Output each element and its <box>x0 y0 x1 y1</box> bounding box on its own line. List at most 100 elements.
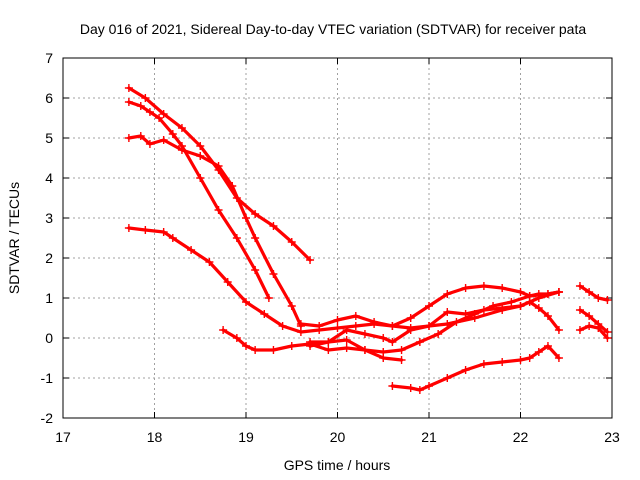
data-point-marker <box>516 288 525 296</box>
data-point-marker <box>219 326 228 334</box>
data-point-marker <box>124 98 133 106</box>
data-point-marker <box>498 284 507 292</box>
series-line <box>390 344 561 392</box>
y-tick-label: 2 <box>45 250 53 266</box>
data-point-marker <box>554 354 563 362</box>
series-line <box>578 324 610 340</box>
y-tick-label: 7 <box>45 50 53 66</box>
data-point-marker <box>406 326 415 334</box>
series-track-5 <box>219 288 563 356</box>
series-track-12 <box>575 322 612 342</box>
x-tick-label: 23 <box>604 429 620 445</box>
data-point-marker <box>214 206 223 214</box>
data-point-marker <box>287 342 296 350</box>
x-tick-label: 19 <box>238 429 254 445</box>
data-point-marker <box>145 140 154 148</box>
data-point-marker <box>333 324 342 332</box>
grid-lines <box>63 58 612 418</box>
series-track-6 <box>296 282 563 330</box>
data-point-marker <box>525 354 534 362</box>
data-point-marker <box>287 238 296 246</box>
data-point-marker <box>534 348 543 356</box>
data-point-marker <box>136 132 145 140</box>
data-point-marker <box>141 94 150 102</box>
data-point-marker <box>603 334 612 342</box>
axis-ticks <box>62 57 613 419</box>
x-tick-label: 18 <box>147 429 163 445</box>
data-point-marker <box>585 288 594 296</box>
data-series <box>124 84 612 394</box>
data-point-marker <box>251 210 260 218</box>
data-point-marker <box>196 152 205 160</box>
data-point-marker <box>251 346 260 354</box>
data-point-marker <box>306 256 315 264</box>
data-point-marker <box>242 342 250 350</box>
data-point-marker <box>260 310 269 318</box>
data-point-marker <box>461 366 470 374</box>
data-point-marker <box>388 382 397 390</box>
data-point-marker <box>543 312 552 320</box>
data-point-marker <box>141 226 150 234</box>
data-point-marker <box>415 338 424 346</box>
x-tick-label: 20 <box>330 429 346 445</box>
data-point-marker <box>324 346 333 354</box>
data-point-marker <box>479 282 488 290</box>
series-track-1 <box>124 84 315 264</box>
data-point-marker <box>159 136 168 144</box>
data-point-marker <box>205 258 214 266</box>
data-point-marker <box>269 222 278 230</box>
data-point-marker <box>177 146 186 154</box>
data-point-marker <box>177 124 186 132</box>
data-point-marker <box>585 312 594 320</box>
data-point-marker <box>479 360 488 368</box>
data-point-marker <box>370 318 379 326</box>
data-point-marker <box>232 334 241 342</box>
data-point-marker <box>232 234 241 242</box>
y-axis-label: SDTVAR / TECUs <box>6 182 22 294</box>
series-line <box>127 86 312 262</box>
data-point-marker <box>168 234 177 242</box>
y-tick-label: 0 <box>45 330 53 346</box>
data-point-marker <box>388 338 397 346</box>
data-point-marker <box>360 330 369 338</box>
data-point-marker <box>145 108 154 116</box>
data-point-marker <box>397 346 406 354</box>
y-tick-label: 1 <box>45 290 53 306</box>
data-point-marker <box>575 326 584 334</box>
data-point-marker <box>214 162 223 170</box>
data-point-marker <box>278 322 287 330</box>
series-line <box>578 284 610 302</box>
data-point-marker <box>124 84 133 92</box>
data-point-marker <box>525 298 534 306</box>
data-point-marker <box>269 270 278 278</box>
y-tick-label: 5 <box>45 130 53 146</box>
data-point-marker <box>168 130 177 138</box>
data-point-marker <box>425 322 433 330</box>
data-point-marker <box>187 246 196 254</box>
x-tick-label: 17 <box>55 429 71 445</box>
data-point-marker <box>242 298 250 306</box>
data-point-marker <box>306 338 315 346</box>
data-point-marker <box>124 134 133 142</box>
data-point-marker <box>461 310 470 318</box>
y-tick-label: 6 <box>45 90 53 106</box>
data-point-marker <box>415 386 424 394</box>
data-point-marker <box>443 374 452 382</box>
data-point-marker <box>498 304 507 312</box>
data-point-marker <box>251 266 260 274</box>
y-tick-label: 3 <box>45 210 53 226</box>
data-point-marker <box>479 306 488 314</box>
data-point-marker <box>242 214 250 222</box>
data-point-marker <box>388 322 397 330</box>
data-point-marker <box>296 320 305 328</box>
series-line <box>127 226 561 334</box>
series-track-3 <box>124 132 305 330</box>
data-point-marker <box>324 338 333 346</box>
y-tick-label: -2 <box>41 410 54 426</box>
series-track-11 <box>575 306 612 336</box>
series-track-9 <box>388 342 563 394</box>
data-point-marker <box>594 294 603 302</box>
data-point-marker <box>516 302 525 310</box>
